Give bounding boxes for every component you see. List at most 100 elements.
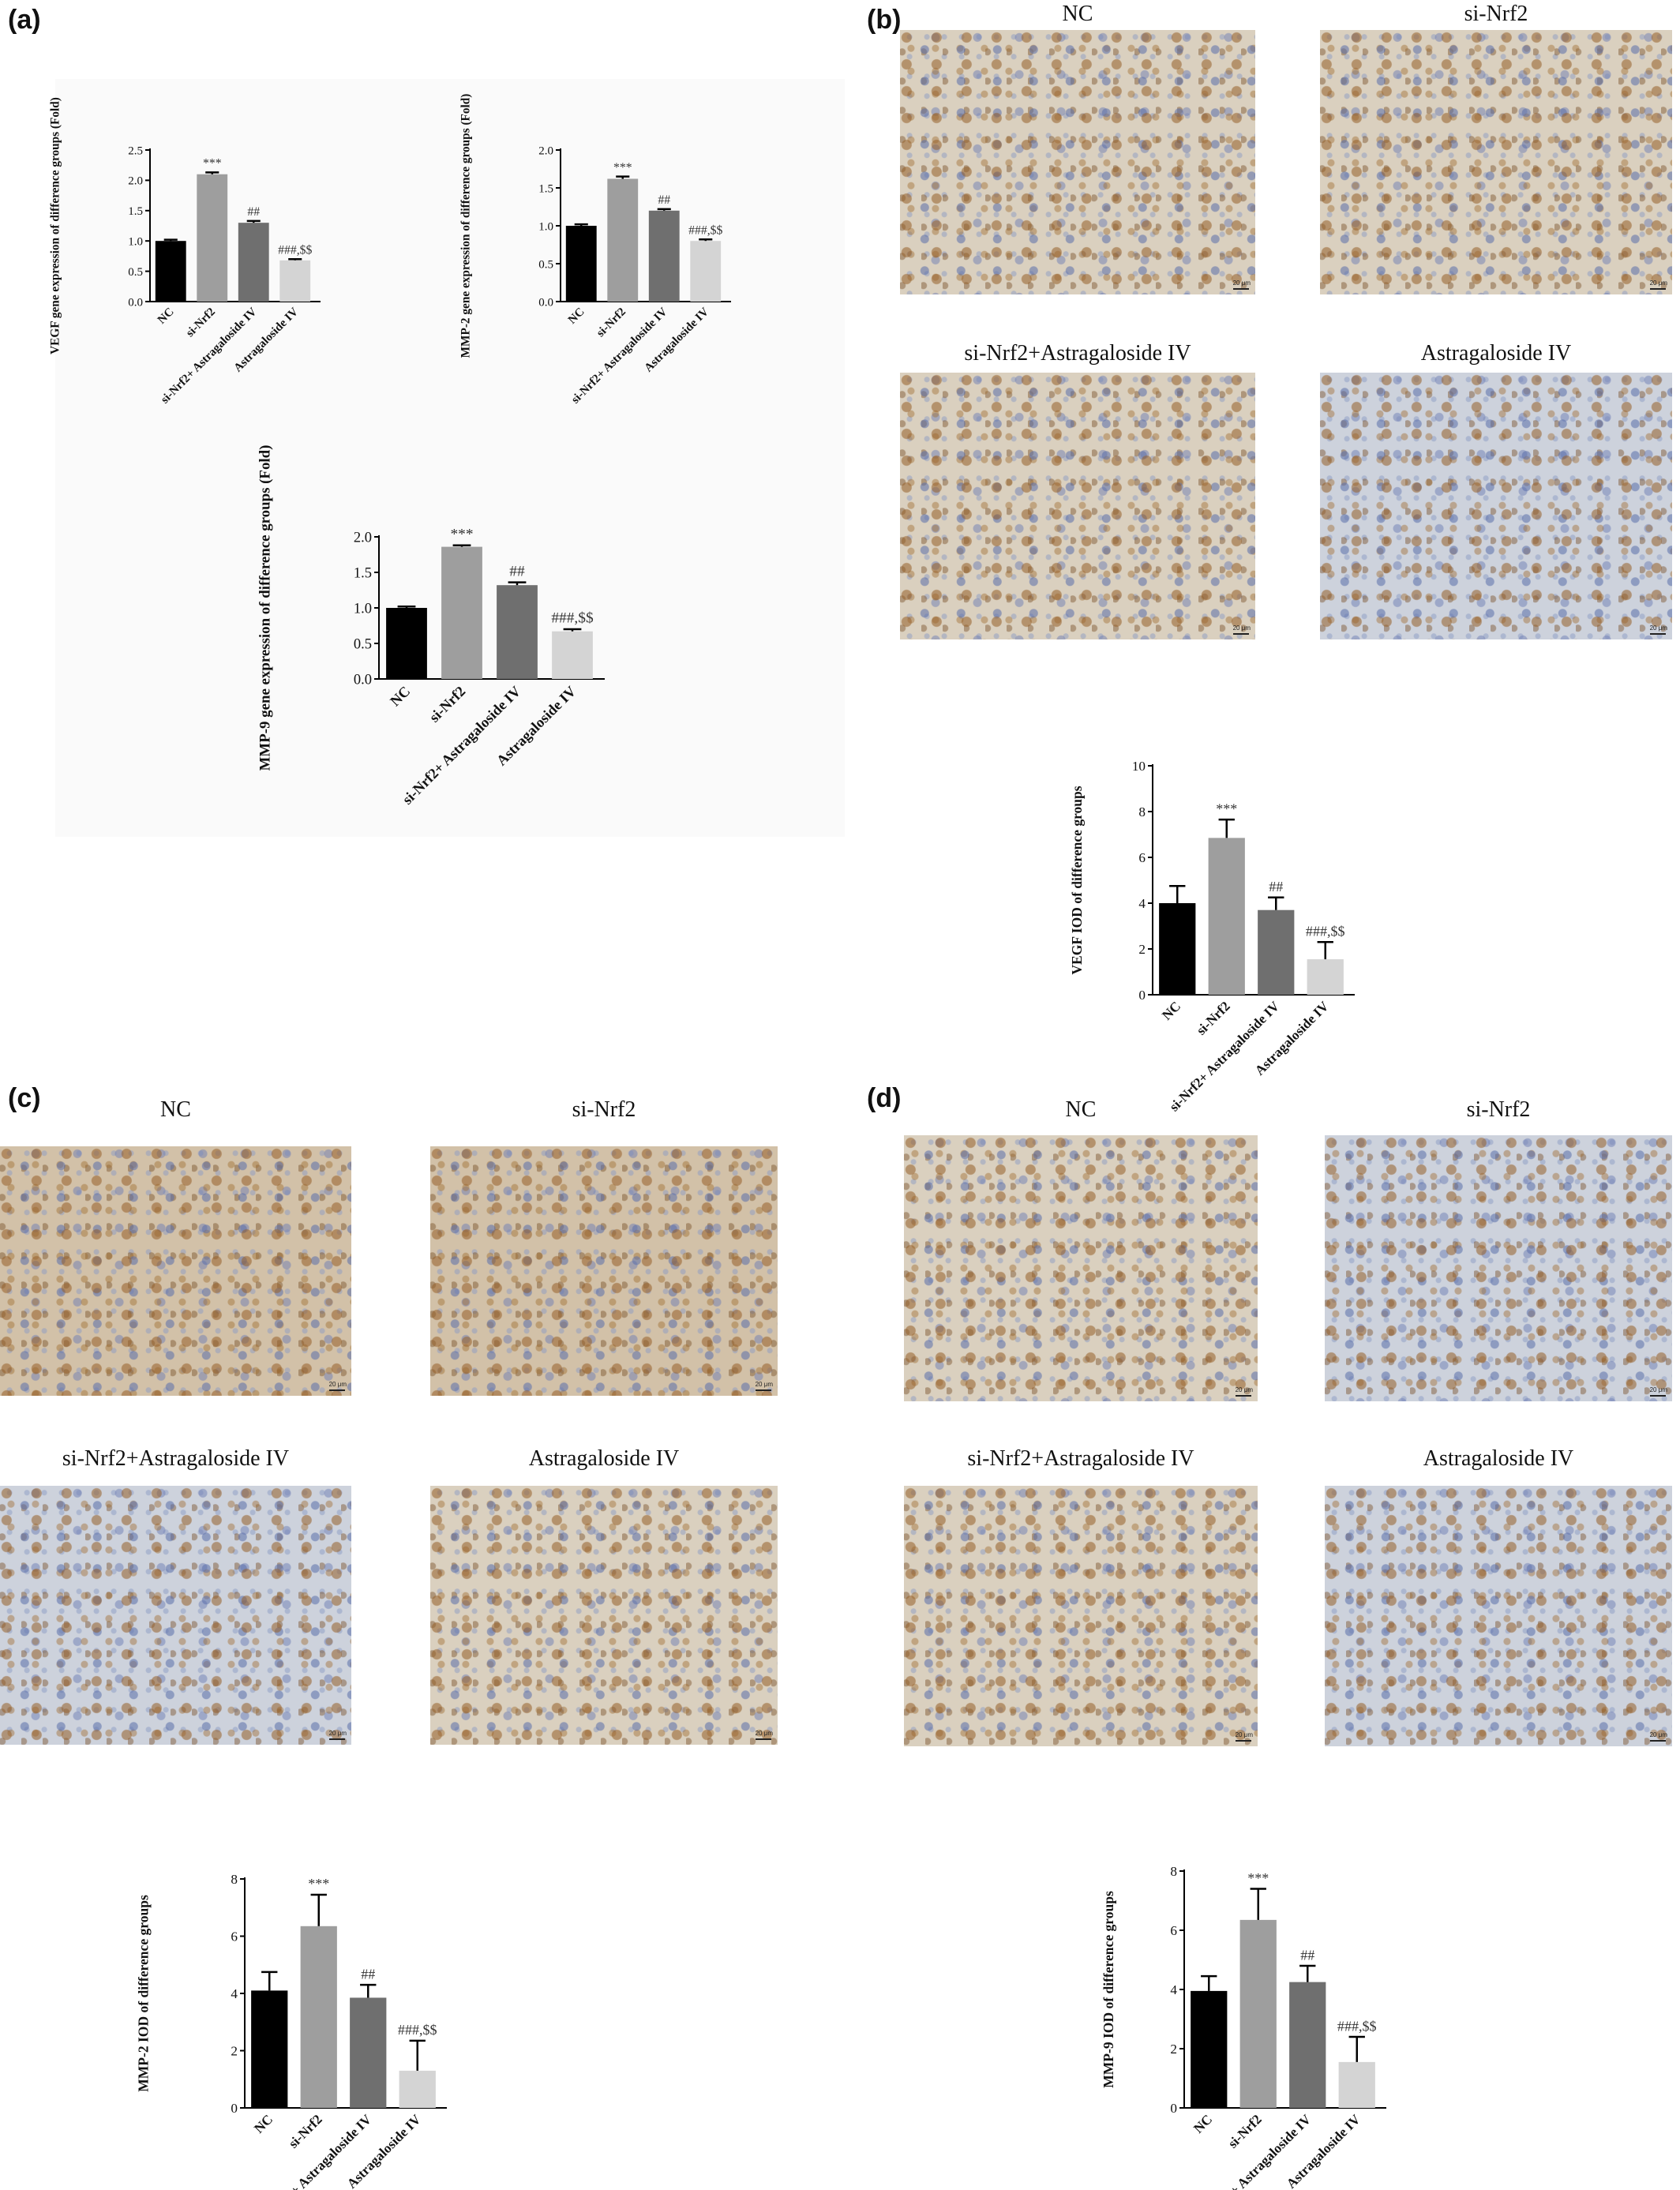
significance-label: ###,$$ xyxy=(1337,2018,1377,2034)
bar xyxy=(1307,959,1344,995)
micrograph-d-combo: si-Nrf2+Astragaloside IV 20 μm xyxy=(904,1446,1258,1746)
ihc-image: 20 μm xyxy=(1320,30,1672,294)
micrograph-b-astra: Astragaloside IV 20 μm xyxy=(1320,339,1672,639)
micrograph-label: si-Nrf2+Astragaloside IV xyxy=(967,1446,1194,1471)
y-tick-label: 0.0 xyxy=(354,672,372,688)
micrograph-label: NC xyxy=(160,1097,191,1122)
chart-mmp2-gene-expression: 0.00.51.01.52.0NC***si-Nrf2##si-Nrf2+ As… xyxy=(459,94,731,407)
x-tick-label: NC xyxy=(388,684,414,710)
y-tick-label: 2 xyxy=(1138,942,1146,957)
bar xyxy=(1289,1982,1326,2108)
micrograph-label: si-Nrf2 xyxy=(572,1097,636,1122)
y-tick-label: 0.5 xyxy=(538,258,553,271)
scale-bar xyxy=(1236,1740,1251,1742)
bar xyxy=(155,241,186,302)
micrograph-d-si-nrf2: si-Nrf2 20 μm xyxy=(1325,1097,1672,1401)
micrograph-label: Astragaloside IV xyxy=(1423,1446,1574,1471)
scale-bar xyxy=(1650,633,1666,635)
micrograph-label: Astragaloside IV xyxy=(528,1446,680,1471)
y-tick-label: 2 xyxy=(1170,2042,1177,2057)
scale-bar-label: 20 μm xyxy=(755,1730,773,1737)
micrograph-label: si-Nrf2+Astragaloside IV xyxy=(62,1446,290,1471)
ihc-image: 20 μm xyxy=(900,373,1255,639)
bar xyxy=(350,1997,387,2108)
ihc-image: 20 μm xyxy=(904,1135,1258,1401)
bar xyxy=(1239,1919,1277,2108)
scale-bar-label: 20 μm xyxy=(1235,1731,1253,1738)
bar xyxy=(251,1990,288,2108)
y-axis-label: VEGF gene expression of difference group… xyxy=(49,97,62,354)
y-axis-label: VEGF IOD of difference groups xyxy=(1069,786,1085,974)
scale-bar xyxy=(756,1389,771,1391)
y-axis-label: MMP-9 IOD of difference groups xyxy=(1101,1891,1116,2088)
significance-label: ## xyxy=(509,563,525,579)
bar xyxy=(399,2070,436,2108)
y-tick-label: 0 xyxy=(1170,2101,1177,2116)
bar xyxy=(565,226,597,302)
significance-label: ###,$$ xyxy=(1306,924,1345,939)
micrograph-label: Astragaloside IV xyxy=(1420,341,1572,366)
y-tick-label: 0 xyxy=(231,2101,238,2116)
bar xyxy=(1159,903,1196,995)
significance-label: *** xyxy=(1247,1870,1269,1886)
y-tick-label: 10 xyxy=(1132,759,1146,774)
micrograph-b-nc: NC 20 μm xyxy=(900,0,1255,296)
y-tick-label: 6 xyxy=(231,1929,238,1944)
y-tick-label: 0.5 xyxy=(354,636,372,652)
micrograph-b-si-nrf2: si-Nrf2 20 μm xyxy=(1320,0,1672,296)
significance-label: ## xyxy=(1300,1947,1314,1963)
x-tick-label: NC xyxy=(1159,999,1183,1023)
y-tick-label: 6 xyxy=(1138,850,1146,865)
significance-label: ###,$$ xyxy=(278,243,312,257)
significance-label: ## xyxy=(361,1966,375,1982)
y-tick-label: 8 xyxy=(1138,804,1146,819)
scale-bar-label: 20 μm xyxy=(1232,624,1251,632)
significance-label: *** xyxy=(1216,801,1237,816)
significance-label: *** xyxy=(308,1876,329,1892)
scale-bar-label: 20 μm xyxy=(1649,279,1667,287)
micrograph-b-combo: si-Nrf2+Astragaloside IV 20 μm xyxy=(900,339,1255,639)
y-tick-label: 1.5 xyxy=(128,205,143,218)
y-tick-label: 1.5 xyxy=(354,565,372,581)
micrograph-d-nc: NC 20 μm xyxy=(904,1097,1258,1401)
y-tick-label: 1.0 xyxy=(354,601,372,617)
scale-bar xyxy=(1650,288,1666,290)
micrograph-c-nc: NC 20 μm xyxy=(0,1097,351,1396)
panel-label-d: (d) xyxy=(867,1083,902,1113)
chart-mmp9-gene-expression: 0.00.51.01.52.0NC***si-Nrf2##si-Nrf2+ As… xyxy=(257,445,605,808)
ihc-image: 20 μm xyxy=(1320,373,1672,639)
scale-bar-label: 20 μm xyxy=(1649,1731,1667,1738)
significance-label: ###,$$ xyxy=(688,224,722,238)
ihc-image: 20 μm xyxy=(904,1486,1258,1746)
x-tick-label: si-Nrf2 xyxy=(1194,999,1233,1038)
scale-bar-label: 20 μm xyxy=(328,1381,347,1388)
micrograph-c-combo: si-Nrf2+Astragaloside IV 20 μm xyxy=(0,1446,351,1745)
significance-label: ## xyxy=(658,193,670,207)
y-tick-label: 2.0 xyxy=(538,144,553,157)
scale-bar-label: 20 μm xyxy=(1649,1386,1667,1393)
bar xyxy=(607,178,639,302)
bar xyxy=(552,631,593,679)
bar xyxy=(1258,909,1295,995)
scale-bar xyxy=(329,1389,345,1391)
y-tick-label: 8 xyxy=(231,1872,238,1887)
micrograph-c-astra: Astragaloside IV 20 μm xyxy=(430,1446,778,1745)
y-tick-label: 2.0 xyxy=(128,175,143,188)
y-axis-label: MMP-9 gene expression of difference grou… xyxy=(257,445,274,771)
bar xyxy=(648,210,680,302)
y-axis-label: MMP-2 gene expression of difference grou… xyxy=(459,94,473,358)
scale-bar-label: 20 μm xyxy=(1649,624,1667,632)
ihc-image: 20 μm xyxy=(1325,1135,1672,1401)
ihc-image: 20 μm xyxy=(900,30,1255,294)
y-tick-label: 0 xyxy=(1138,988,1146,1003)
y-tick-label: 2.0 xyxy=(354,530,372,546)
scale-bar-label: 20 μm xyxy=(1232,279,1251,287)
panel-label-c: (c) xyxy=(8,1083,41,1113)
y-tick-label: 1.5 xyxy=(538,182,553,195)
y-tick-label: 0.0 xyxy=(128,296,143,309)
x-tick-label: NC xyxy=(156,306,177,327)
y-tick-label: 4 xyxy=(1170,1982,1177,1997)
